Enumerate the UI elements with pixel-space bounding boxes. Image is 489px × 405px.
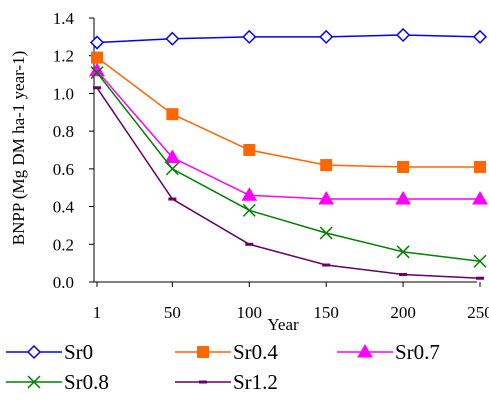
series-line	[96, 57, 480, 168]
data-point	[474, 160, 486, 173]
series-Sr0-4	[91, 51, 486, 173]
legend-item: Sr0	[6, 340, 93, 364]
legend-label: Sr0.7	[395, 340, 440, 364]
x-tick-label: 1	[93, 303, 102, 322]
legend-item: Sr0.8	[6, 370, 109, 394]
data-point	[472, 29, 488, 44]
series-line	[96, 34, 481, 44]
data-point	[91, 51, 103, 64]
x-tick-label: 100	[237, 303, 263, 322]
legend-marker	[27, 375, 41, 389]
data-point	[242, 203, 256, 217]
legend-item: Sr0.4	[175, 340, 278, 364]
series-line	[96, 70, 480, 200]
data-point	[396, 245, 410, 259]
data-point	[243, 144, 256, 156]
series-Sr0-7	[89, 62, 488, 205]
y-tick-label: 0.8	[53, 122, 74, 141]
series-Sr1-2	[93, 86, 484, 280]
series-Sr0-8	[90, 66, 487, 268]
data-point	[242, 29, 257, 44]
legend-marker	[357, 344, 373, 358]
x-tick-label: 50	[164, 303, 181, 322]
legend-label: Sr0	[64, 340, 93, 364]
data-point	[164, 149, 181, 164]
data-point	[165, 31, 180, 46]
data-point	[320, 159, 333, 172]
data-point	[397, 160, 410, 173]
legend-label: Sr0.4	[233, 340, 278, 364]
series-Sr0	[89, 27, 488, 50]
legend-item: Sr1.2	[175, 370, 278, 394]
data-point	[241, 187, 258, 201]
data-point	[395, 191, 411, 205]
legend-marker	[26, 344, 42, 360]
data-point	[166, 108, 179, 121]
data-point	[90, 66, 104, 80]
data-point	[318, 191, 335, 205]
series-line	[96, 72, 481, 263]
y-tick-label: 1.4	[53, 9, 75, 28]
series-layer	[89, 27, 488, 280]
legend: Sr0 Sr0.4 Sr0.7 Sr0.8 Sr1.2	[6, 340, 440, 394]
data-point	[319, 226, 333, 240]
data-point	[472, 191, 488, 205]
series-line	[96, 87, 481, 279]
y-tick-label: 1.2	[53, 47, 74, 66]
x-axis-title: Year	[267, 315, 299, 334]
y-tick-label: 1.0	[53, 84, 74, 103]
y-axis-title: BNPP (Mg DM ha-1 year-1)	[9, 51, 28, 246]
legend-label: Sr0.8	[64, 370, 109, 394]
data-point	[396, 27, 411, 43]
data-point	[319, 29, 334, 44]
legend-item: Sr0.7	[337, 340, 440, 364]
legend-marker	[197, 346, 209, 358]
data-point	[473, 254, 487, 268]
x-tick-label: 250	[467, 303, 489, 322]
y-tick-label: 0.2	[53, 235, 74, 254]
axes: 0.00.20.40.60.81.01.21.41 50 100 150 200 250	[53, 9, 489, 322]
legend-label: Sr1.2	[233, 370, 278, 394]
x-tick-label: 200	[390, 303, 416, 322]
data-point	[165, 162, 179, 176]
x-tick-label: 150	[313, 303, 339, 322]
y-tick-label: 0.0	[53, 273, 74, 292]
y-tick-label: 0.6	[53, 160, 74, 179]
y-tick-label: 0.4	[53, 198, 75, 217]
data-point	[89, 35, 105, 50]
data-point	[89, 62, 105, 77]
